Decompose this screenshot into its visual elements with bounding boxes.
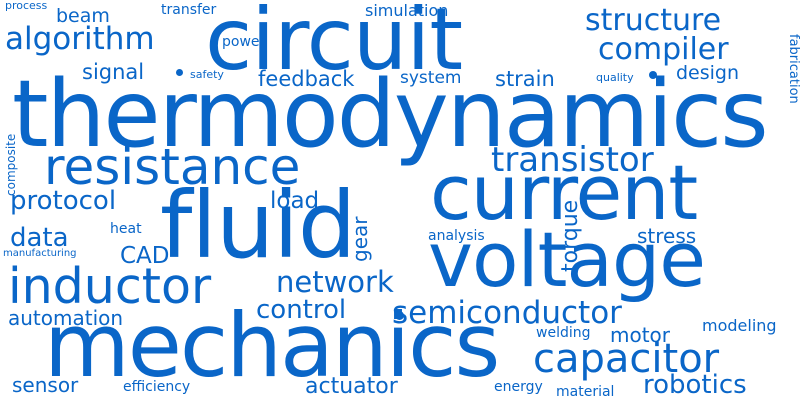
word-energy: energy	[494, 379, 543, 395]
word-algorithm: algorithm	[5, 21, 155, 57]
word-process: process	[5, 0, 48, 12]
word-semiconductor: semiconductor	[392, 295, 622, 331]
word-compiler: compiler	[598, 32, 729, 67]
word-strain: strain	[495, 67, 555, 91]
word-control: control	[256, 295, 347, 325]
word-network: network	[276, 265, 394, 299]
word-signal: signal	[82, 60, 145, 84]
word-transfer: transfer	[161, 2, 217, 18]
word-cad: CAD	[120, 243, 170, 269]
dot-mark	[176, 69, 183, 76]
word-transistor: transistor	[491, 140, 654, 180]
word-current: current	[430, 148, 698, 237]
word-feedback: feedback	[258, 67, 355, 91]
word-material: material	[556, 384, 615, 400]
word-quality: quality	[596, 71, 634, 84]
word-welding: welding	[536, 325, 591, 341]
word-system: system	[400, 68, 462, 88]
word-manufacturing: manufacturing	[3, 248, 77, 259]
word-structure: structure	[585, 3, 722, 38]
word-load: load	[270, 188, 320, 214]
word-analysis: analysis	[428, 228, 485, 244]
word-efficiency: efficiency	[123, 379, 191, 395]
word-data: data	[10, 223, 69, 253]
dot-mark	[649, 71, 657, 79]
word-capacitor: capacitor	[533, 336, 720, 382]
word-mechanics: mechanics	[44, 294, 500, 397]
word-fabrication: fabrication	[786, 34, 800, 104]
word-power: power	[222, 34, 266, 50]
word-actuator: actuator	[305, 374, 398, 399]
word-fluid: fluid	[160, 172, 356, 279]
word-thermodynamics: thermodynamics	[12, 60, 769, 168]
word-torque: torque	[558, 199, 583, 272]
word-composite: composite	[4, 133, 18, 196]
word-circuit: circuit	[205, 0, 463, 90]
word-beam: beam	[56, 5, 110, 27]
word-inductor: inductor	[8, 258, 212, 315]
word-protocol: protocol	[10, 186, 117, 216]
word-voltage: voltage	[428, 215, 706, 304]
word-safety: safety	[190, 68, 224, 81]
dot-mark	[395, 311, 404, 320]
word-motor: motor	[610, 323, 671, 347]
word-modeling: modeling	[702, 316, 777, 335]
word-design: design	[676, 62, 740, 84]
word-resistance: resistance	[44, 138, 301, 196]
word-heat: heat	[110, 221, 142, 237]
word-gear: gear	[348, 216, 372, 262]
word-automation: automation	[8, 306, 124, 330]
word-robotics: robotics	[643, 370, 747, 400]
word-sensor: sensor	[12, 373, 79, 397]
word-simulation: simulation	[365, 1, 449, 20]
word-stress: stress	[637, 224, 697, 248]
